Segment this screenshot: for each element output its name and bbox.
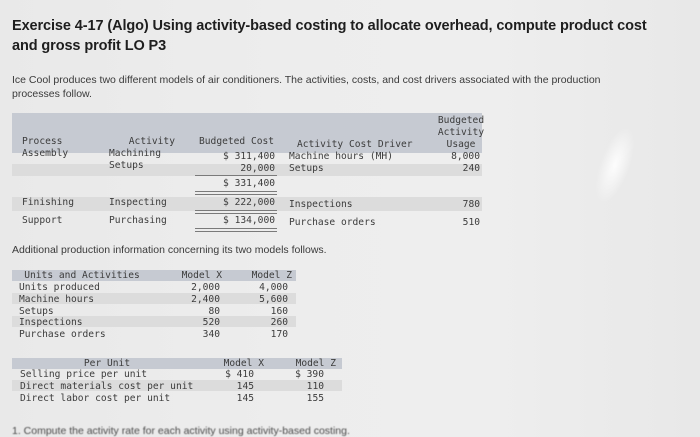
cell-cost-driver: Inspections xyxy=(289,199,353,210)
cell-cost-driver: Setups xyxy=(289,163,324,174)
cell-activity: Machining xyxy=(109,148,161,159)
cell-usage: 510 xyxy=(462,217,480,228)
header-activity: Activity xyxy=(128,136,175,147)
header-usage-3: Usage xyxy=(446,139,476,150)
row-stripe xyxy=(12,164,482,176)
row-stripe xyxy=(12,293,296,304)
cell-budgeted-cost: $ 134,000 xyxy=(223,215,275,226)
activity-cost-table: Process Activity Budgeted Cost Activity … xyxy=(12,113,485,235)
header-label: Per Unit xyxy=(83,358,131,369)
row-model-z: 5,600 xyxy=(259,294,288,305)
row-model-x: 2,000 xyxy=(191,282,220,293)
row-label: Direct materials cost per unit xyxy=(20,381,194,392)
cell-budgeted-cost: $ 311,400 xyxy=(223,151,275,162)
header-model-z: Model Z xyxy=(251,270,292,281)
header-process: Process xyxy=(22,136,63,147)
header-usage-1: Budgeted xyxy=(437,115,485,126)
row-model-z: 155 xyxy=(306,393,324,404)
units-activities-table: Units and Activities Model X Model Z Uni… xyxy=(12,270,296,346)
row-model-x: 145 xyxy=(236,393,254,404)
row-label: Purchase orders xyxy=(19,329,106,340)
cell-budgeted-cost: $ 222,000 xyxy=(223,197,275,208)
row-model-z: $ 390 xyxy=(295,369,324,380)
row-model-x: $ 410 xyxy=(225,369,254,380)
row-stripe xyxy=(12,380,342,391)
header-model-z: Model Z xyxy=(295,358,336,369)
header-budgeted-cost: Budgeted Cost xyxy=(199,136,275,147)
double-underline xyxy=(195,210,277,214)
header-usage-2: Activity xyxy=(437,127,485,138)
cell-cost-driver: Machine hours (MH) xyxy=(289,151,393,162)
row-model-z: 4,000 xyxy=(259,282,288,293)
row-model-x: 145 xyxy=(236,381,254,392)
table-header-band xyxy=(12,113,482,153)
row-label: Selling price per unit xyxy=(20,369,148,380)
row-model-z: 170 xyxy=(270,329,288,340)
double-underline xyxy=(195,191,277,195)
row-label: Direct labor cost per unit xyxy=(20,393,171,404)
header-cost-driver: Activity Cost Driver xyxy=(297,139,413,150)
cell-cost-driver: Purchase orders xyxy=(289,217,376,228)
cell-usage: 240 xyxy=(462,163,480,174)
row-model-x: 80 xyxy=(208,306,220,317)
row-label: Inspections xyxy=(19,317,83,328)
screen-glare xyxy=(587,122,643,208)
table-header-band xyxy=(12,270,296,281)
cell-budgeted-cost: 20,000 xyxy=(240,163,275,174)
row-model-x: 2,400 xyxy=(191,294,220,305)
row-stripe xyxy=(12,197,482,211)
row-model-z: 260 xyxy=(270,317,288,328)
per-unit-table: Per Unit Model X Model Z Selling price p… xyxy=(12,358,342,408)
header-label: Units and Activities xyxy=(24,270,140,281)
cell-usage: 8,000 xyxy=(451,151,480,162)
cell-usage: 780 xyxy=(462,199,480,210)
row-label: Machine hours xyxy=(19,294,95,305)
cell-process: Support xyxy=(22,215,63,226)
cell-process: Assembly xyxy=(22,148,69,159)
single-underline xyxy=(195,175,277,176)
cell-subtotal: $ 331,400 xyxy=(223,178,275,189)
row-model-x: 520 xyxy=(202,317,220,328)
cell-activity: Setups xyxy=(109,160,144,171)
cell-activity: Inspecting xyxy=(109,197,167,208)
question-1-text: 1. Compute the activity rate for each ac… xyxy=(12,425,350,437)
header-model-x: Model X xyxy=(223,358,264,369)
cell-activity: Purchasing xyxy=(109,215,167,226)
row-model-z: 110 xyxy=(306,381,324,392)
additional-info-text: Additional production information concer… xyxy=(12,244,327,256)
cell-process: Finishing xyxy=(22,197,74,208)
header-model-x: Model X xyxy=(181,270,222,281)
row-label: Setups xyxy=(19,306,54,317)
row-label: Units produced xyxy=(19,282,100,293)
double-underline xyxy=(195,228,277,232)
intro-paragraph: Ice Cool produces two different models o… xyxy=(12,74,601,100)
row-model-x: 340 xyxy=(202,329,220,340)
exercise-title: Exercise 4-17 (Algo) Using activity-base… xyxy=(12,18,647,54)
row-stripe xyxy=(12,316,296,327)
row-model-z: 160 xyxy=(270,306,288,317)
table-header-band xyxy=(12,358,342,369)
